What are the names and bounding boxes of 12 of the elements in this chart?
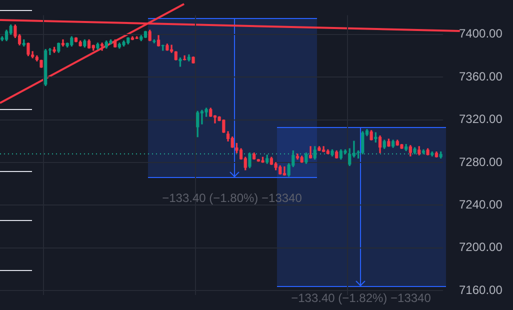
candlestick bbox=[200, 110, 204, 124]
annotation: −133.40 (−1.82%) −13340 bbox=[291, 291, 431, 305]
y-tick-label: 7160.00 bbox=[459, 282, 503, 297]
y-tick-label: 7320.00 bbox=[459, 112, 503, 126]
y-tick-label: 7360.00 bbox=[459, 69, 503, 84]
y-tick-label: 7200.00 bbox=[459, 240, 503, 254]
candlestick bbox=[308, 146, 312, 159]
annotation: −133.40 (−1.80%) −13340 bbox=[161, 191, 303, 205]
candlestick bbox=[48, 48, 52, 56]
y-tick-label: 7400.00 bbox=[459, 26, 503, 41]
y-tick-label: 7240.00 bbox=[459, 197, 503, 212]
y-tick-label: 7280.00 bbox=[459, 154, 503, 169]
